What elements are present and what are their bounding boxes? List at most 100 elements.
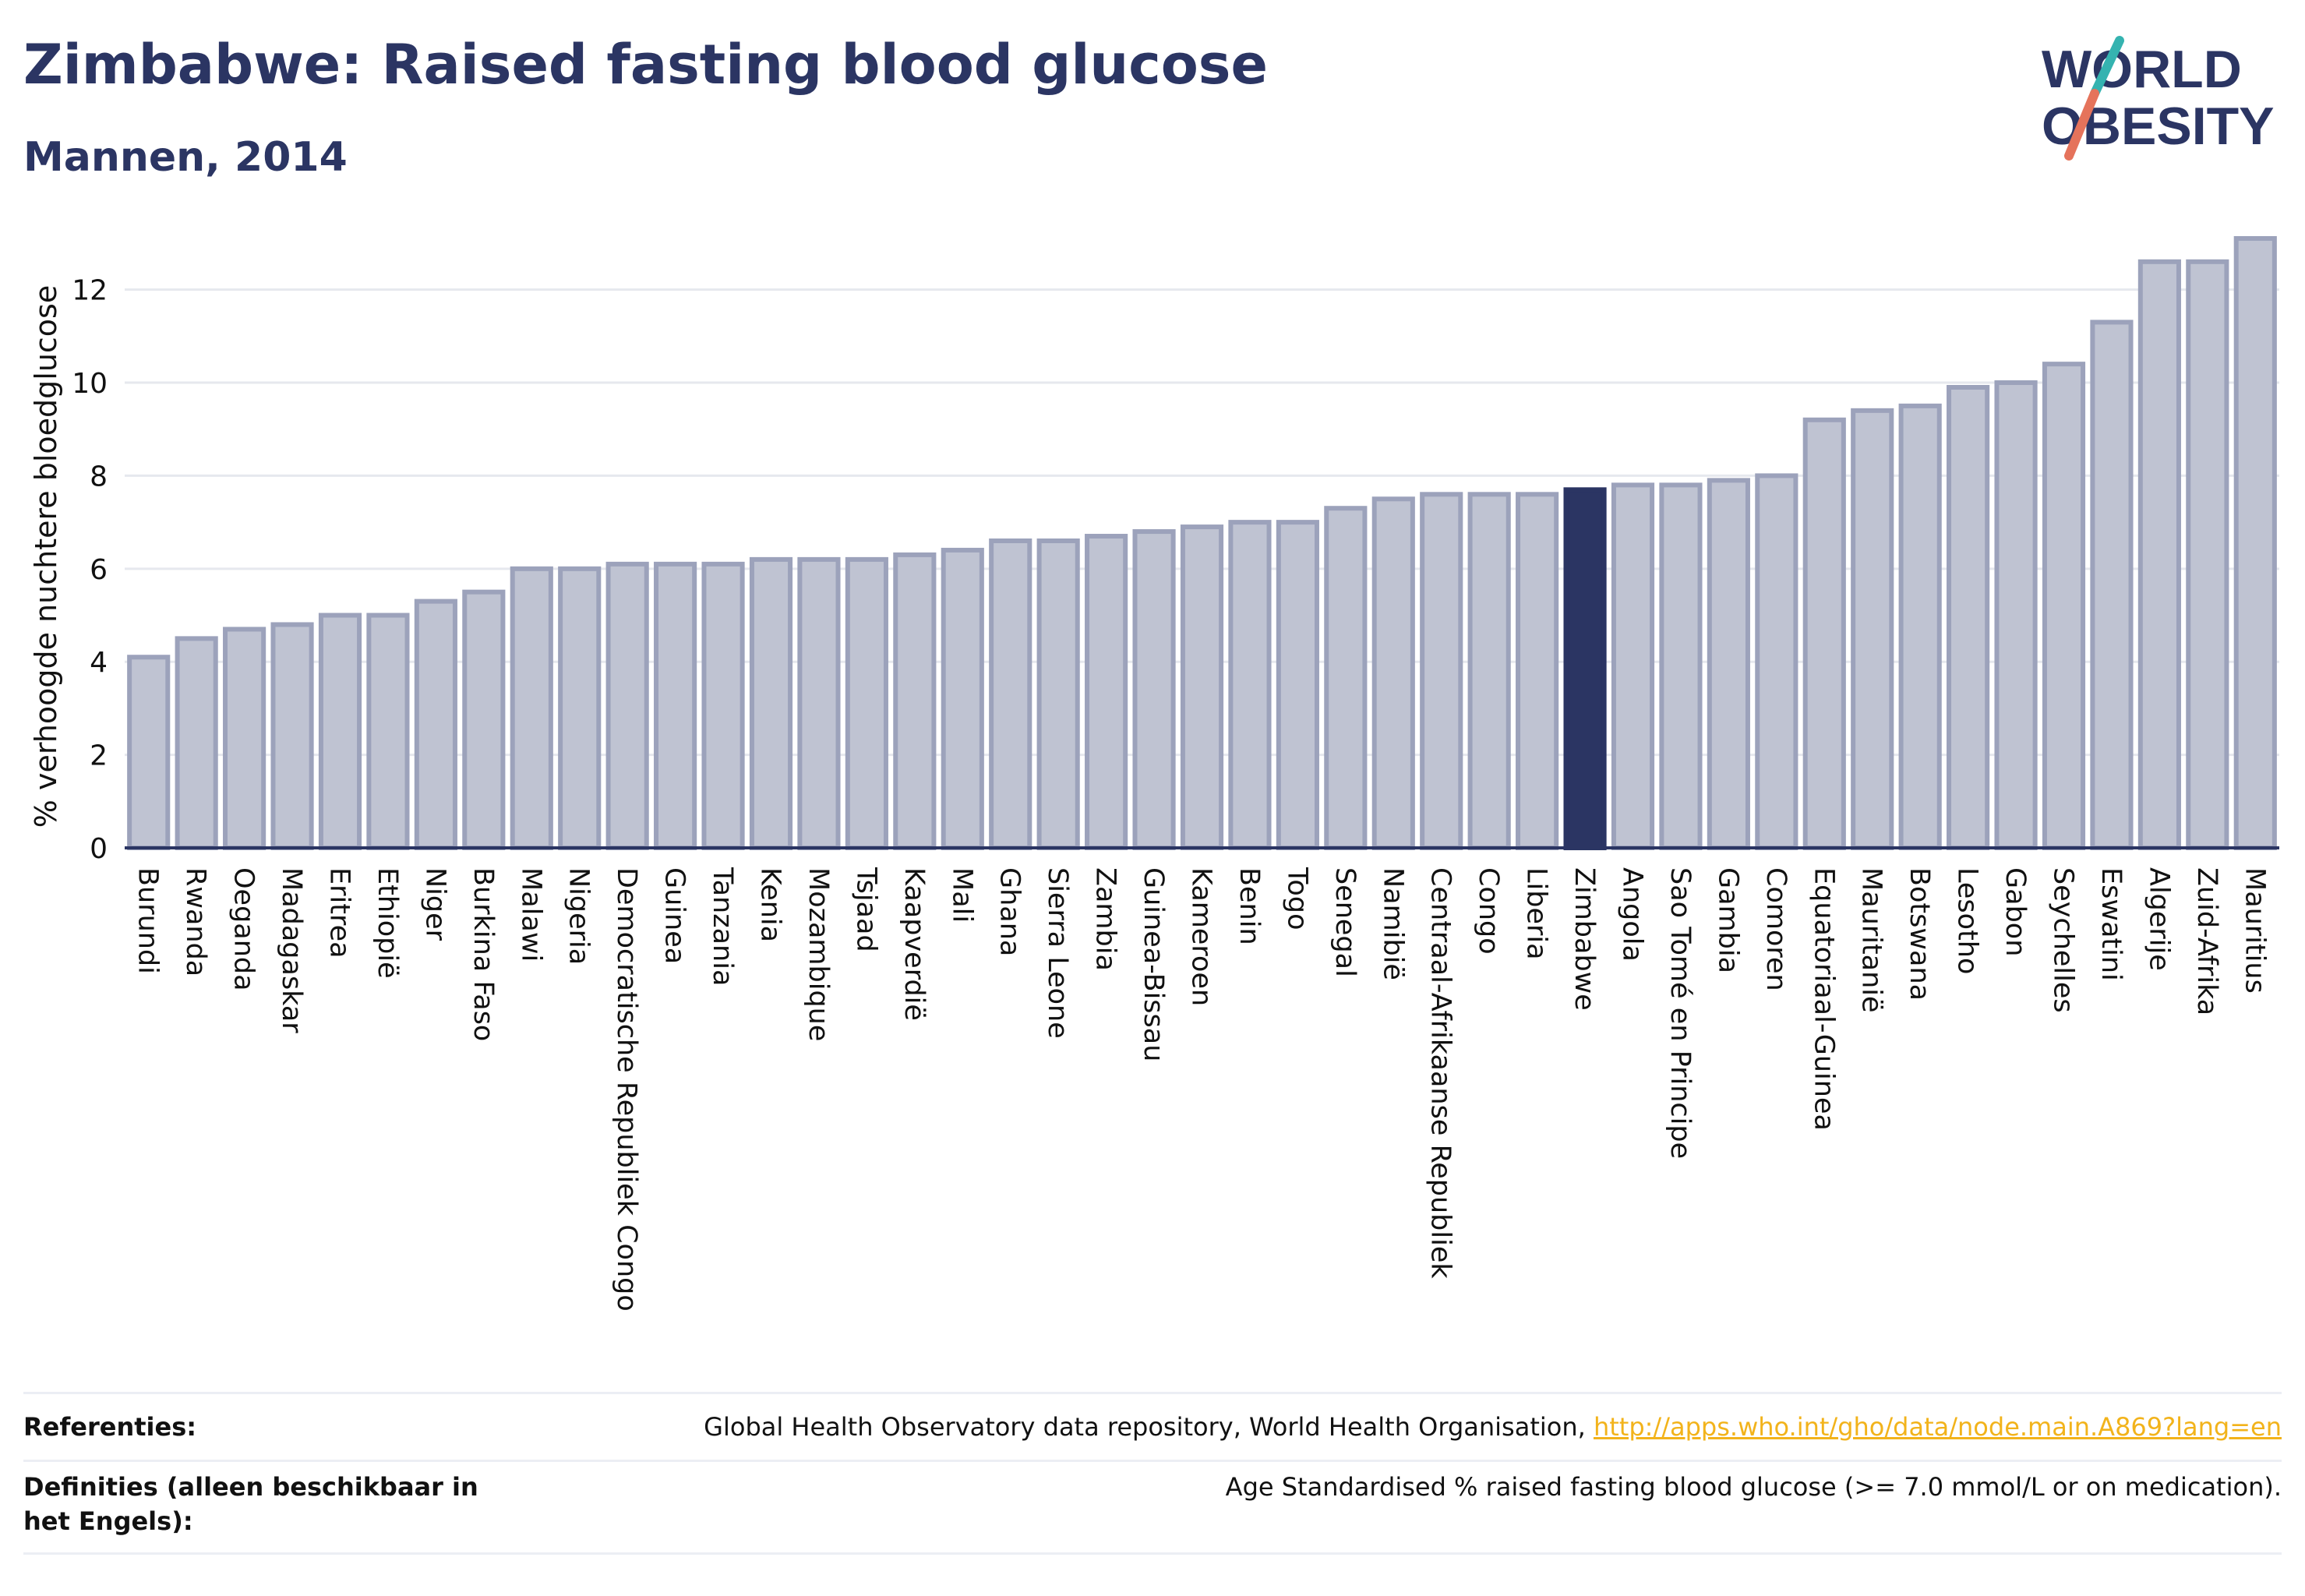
- bar: [2137, 259, 2181, 850]
- x-tick-label: Guinea-Bissau: [1138, 867, 1169, 1061]
- x-tick-label: Malawi: [515, 867, 546, 962]
- bar: [1228, 520, 1272, 850]
- bar: [127, 655, 171, 850]
- y-tick-label: 12: [72, 275, 108, 307]
- bar-chart: 0 2 4 6 8 10 12 % verhoogde nuchtere bloedgluco…: [29, 235, 2279, 1312]
- x-tick-label: Gabon: [2000, 867, 2031, 956]
- x-tick-label: Madagaskar: [276, 867, 307, 1033]
- bar: [1707, 478, 1750, 850]
- bar: [510, 566, 553, 850]
- x-tick-label: Gambia: [1712, 867, 1743, 973]
- bar: [2186, 259, 2229, 850]
- y-tick-label: 0: [90, 833, 108, 865]
- x-tick-label: Democratische Republiek Congo: [611, 867, 642, 1312]
- bar: [366, 613, 410, 850]
- y-tick-label: 4: [90, 647, 108, 679]
- x-tick-label: Zambia: [1090, 867, 1121, 971]
- bar: [1180, 524, 1224, 850]
- x-tick-label: Burundi: [132, 867, 164, 974]
- x-tick-label: Kameroen: [1186, 867, 1217, 1006]
- references-link[interactable]: http://apps.who.int/gho/data/node.main.A…: [1593, 1412, 2282, 1442]
- x-tick-label: Oeganda: [228, 867, 259, 991]
- bar: [1467, 492, 1511, 850]
- page-title: Zimbabwe: Raised fasting blood glucose: [23, 33, 1268, 97]
- bar: [893, 552, 937, 851]
- bars: [127, 235, 2277, 851]
- x-tick-label: Botswana: [1904, 867, 1935, 1001]
- logo-line1: WORLD: [2042, 40, 2242, 99]
- category-labels: Burundi Rwanda Oeganda Madagaskar Eritrea Eth…: [132, 867, 2271, 1312]
- bar: [175, 636, 218, 850]
- bar: [1132, 529, 1176, 850]
- definitions-row: Definities (alleen beschikbaar in het En…: [23, 1460, 2282, 1555]
- x-tick-label: Namibië: [1377, 867, 1408, 980]
- footer-table: Referenties: Global Health Observatory d…: [23, 1392, 2282, 1555]
- x-tick-label: Niger: [419, 867, 450, 941]
- x-tick-label: Equatoriaal-Guinea: [1808, 867, 1839, 1131]
- y-tick-label: 10: [72, 368, 108, 400]
- bar: [558, 566, 602, 850]
- bar: [941, 547, 984, 850]
- bar: [2090, 320, 2134, 850]
- x-tick-label: Lesotho: [1952, 867, 1983, 974]
- x-tick-label: Mali: [946, 867, 977, 923]
- page-subtitle: Mannen, 2014: [23, 134, 348, 181]
- bar: [223, 627, 267, 850]
- bar: [1276, 520, 1319, 850]
- x-tick-label: Eswatini: [2095, 867, 2127, 981]
- bar: [1994, 380, 2038, 851]
- x-tick-label: Guinea: [659, 867, 690, 964]
- x-tick-label: Tanzania: [707, 867, 738, 986]
- y-tick-label: 2: [90, 740, 108, 772]
- bar: [1851, 408, 1894, 850]
- world-obesity-logo: WORLD OBESITY: [2042, 36, 2275, 161]
- x-tick-label: Algerije: [2143, 867, 2174, 971]
- bar: [1898, 403, 1942, 850]
- x-tick-label: Eritrea: [324, 867, 355, 959]
- x-tick-label: Senegal: [1329, 867, 1361, 977]
- x-tick-label: Benin: [1234, 867, 1265, 945]
- bar: [1516, 492, 1559, 850]
- x-tick-label: Nigeria: [563, 867, 595, 965]
- x-tick-label: Centraal-Afrikaanse Republiek: [1425, 867, 1456, 1279]
- x-tick-label: Seychelles: [2048, 867, 2079, 1013]
- bar: [654, 561, 697, 851]
- bar: [462, 589, 506, 851]
- x-tick-label: Sao Tomé en Principe: [1664, 867, 1696, 1159]
- bar: [1371, 496, 1415, 850]
- x-tick-label: Zimbabwe: [1569, 867, 1600, 1011]
- y-tick-label: 6: [90, 554, 108, 586]
- bar: [270, 622, 314, 850]
- references-row: Referenties: Global Health Observatory d…: [23, 1392, 2282, 1460]
- definitions-value: Age Standardised % raised fasting blood …: [1225, 1472, 2282, 1502]
- y-tick-label: 8: [90, 461, 108, 493]
- x-tick-label: Mauritius: [2239, 867, 2270, 994]
- x-tick-label: Tsjaad: [850, 867, 881, 952]
- bar: [989, 538, 1032, 850]
- x-tick-label: Rwanda: [180, 867, 211, 976]
- bar: [1659, 482, 1703, 850]
- x-tick-label: Mozambique: [803, 867, 834, 1041]
- references-value: Global Health Observatory data repositor…: [704, 1410, 2282, 1444]
- logo-slash-coral: [2064, 89, 2099, 161]
- bar: [2042, 362, 2086, 851]
- x-tick-label: Angola: [1617, 867, 1648, 962]
- x-tick-label: Zuid-Afrika: [2191, 867, 2222, 1015]
- bar: [1802, 417, 1846, 850]
- references-text: Global Health Observatory data repositor…: [704, 1412, 1594, 1442]
- x-tick-label: Ghana: [994, 867, 1025, 956]
- definitions-label: Definities (alleen beschikbaar in het En…: [23, 1472, 478, 1536]
- bar: [1947, 385, 1990, 850]
- x-tick-label: Burkina Faso: [468, 867, 499, 1041]
- x-tick-label: Mauritanië: [1856, 867, 1887, 1013]
- bar: [1036, 538, 1080, 850]
- bar: [605, 561, 649, 851]
- bar: [749, 556, 793, 850]
- logo-slash-teal: [2090, 36, 2124, 98]
- y-axis-label: % verhoogde nuchtere bloedglucose: [29, 285, 63, 828]
- axes: 0 2 4 6 8 10 12 % verhoogde nuchtere bloedgluco…: [29, 275, 2279, 865]
- x-tick-label: Liberia: [1521, 867, 1552, 960]
- x-tick-label: Ethiopië: [372, 867, 403, 979]
- bar: [2233, 235, 2277, 850]
- bar: [1755, 473, 1798, 850]
